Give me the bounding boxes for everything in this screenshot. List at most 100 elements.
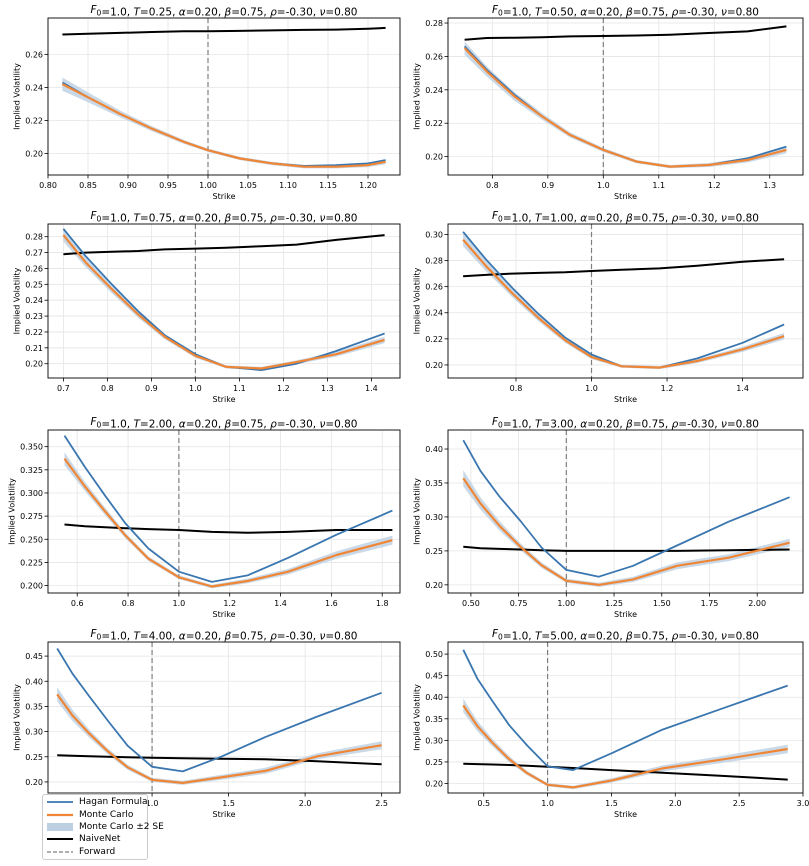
mc-band [463,470,790,587]
x-tick-label: 1.0 [541,799,554,808]
legend: Hagan Formula Monte Carlo Monte Carlo ±2… [42,794,164,860]
chart-title: F0=1.0, T=5.00, α=0.20, β=0.75, ρ=-0.30,… [492,628,759,643]
y-tick-label: 0.20 [425,581,443,590]
y-tick-label: 0.275 [20,512,43,521]
legend-swatch-forward [47,846,73,858]
axes-frame [447,223,804,379]
y-tick-label: 0.35 [25,702,43,711]
x-axis-label: Strike [213,395,236,404]
chart-panel: 0.7 0.8 0.9 1.0 1.1 1.2 1.3 1.4 0.20 0.21 0.22 0.23… [13,210,401,404]
mc-band [464,41,787,169]
mc-band [463,233,785,370]
x-tick-label: 1.2 [661,384,674,393]
y-axis-label: Implied Volatility [8,478,17,545]
x-tick-label: 1.5 [605,799,618,808]
x-tick-label: 0.90 [119,181,137,190]
chart-title: F0=1.0, T=1.00, α=0.20, β=0.75, ρ=-0.30,… [492,210,759,225]
chart-panel: 1.0 1.5 2.0 2.5 0.20 0.25 0.30 0.35 0.40 0.45 Stri… [13,628,401,819]
y-tick-label: 0.28 [25,233,43,242]
series-line-naivenet [463,545,790,552]
series-line-naivenet [64,523,393,534]
x-tick-label: 1.00 [557,599,575,608]
series-line-naivenet [63,234,385,256]
chart-panel: 0.80 0.85 0.90 0.95 1.00 1.05 1.10 1.15 1.20 0.20… [13,4,401,201]
y-tick-label: 0.250 [20,535,43,544]
y-tick-label: 0.26 [25,264,43,273]
x-tick-label: 2.5 [733,799,746,808]
y-axis-label: Implied Volatility [413,684,422,751]
y-tick-label: 0.21 [25,344,43,353]
y-tick-label: 0.40 [425,693,443,702]
x-tick-label: 1.6 [325,599,338,608]
plot-area [462,642,788,793]
x-tick-label: 1.2 [223,599,236,608]
y-tick-label: 0.20 [25,778,43,787]
series-line-monte-carlo [61,83,386,168]
series-line-naivenet [464,25,787,41]
axes-frame [47,429,401,594]
series-line-monte-carlo [62,234,385,370]
y-tick-label: 0.26 [425,283,443,292]
x-tick-label: 0.9 [145,384,158,393]
y-tick-label: 0.23 [25,312,43,321]
y-tick-label: 0.26 [425,52,443,61]
legend-label-forward: Forward [79,846,116,857]
y-tick-label: 0.30 [425,736,443,745]
legend-swatch-monte-carlo [47,809,73,821]
series-line-hagan-formula [462,649,788,771]
x-tick-label: 0.7 [57,384,70,393]
x-tick-label: 1.75 [701,599,719,608]
series-line-hagan-formula [462,231,785,369]
series-line-monte-carlo [462,477,790,587]
series-line-hagan-formula [462,439,790,578]
y-tick-label: 0.30 [425,513,443,522]
series-line-monte-carlo [463,47,787,168]
y-tick-label: 0.24 [25,296,43,305]
x-tick-label: 0.9 [541,181,554,190]
plot-area [462,224,785,378]
y-tick-label: 0.45 [25,652,43,661]
chart-panel: 0.5 1.0 1.5 2.0 2.5 3.0 0.20 0.25 0.30 0.35 0.40 0.… [413,628,809,819]
legend-label-hagan: Hagan Formula [79,797,148,808]
x-tick-label: 1.05 [239,181,257,190]
y-axis-label: Implied Volatility [13,63,22,130]
legend-item-naivenet: NaiveNet [43,833,147,845]
y-tick-label: 0.30 [25,728,43,737]
legend-item-hagan: Hagan Formula [43,796,147,808]
x-tick-label: 1.10 [279,181,297,190]
series-line-hagan-formula [62,228,385,372]
axes-frame [447,641,804,794]
y-tick-label: 0.22 [425,119,443,128]
y-tick-label: 0.30 [425,230,443,239]
legend-swatch-band [47,821,73,833]
series-line-hagan-formula [63,435,393,583]
series-line-monte-carlo [462,704,788,789]
y-tick-label: 0.40 [425,445,443,454]
x-tick-label: 1.0 [585,384,598,393]
mc-band [57,687,382,785]
x-tick-label: 1.15 [319,181,337,190]
y-tick-label: 0.24 [425,86,443,95]
axes-frame [47,17,401,176]
x-tick-label: 1.2 [708,181,721,190]
x-tick-label: 0.8 [510,384,523,393]
axes-frame [447,429,804,594]
chart-title: F0=1.0, T=4.00, α=0.20, β=0.75, ρ=-0.30,… [90,628,357,643]
y-tick-label: 0.20 [425,153,443,162]
chart-title: F0=1.0, T=3.00, α=0.20, β=0.75, ρ=-0.30,… [492,416,759,431]
chart-panel: 0.8 1.0 1.2 1.4 0.20 0.22 0.24 0.26 0.28 0.30 Stri… [413,210,804,404]
y-tick-label: 0.20 [25,150,43,159]
axes-frame [447,17,804,176]
series-line-naivenet [62,26,386,36]
mc-band [63,228,385,371]
chart-panel: 0.8 0.9 1.0 1.1 1.2 1.3 0.20 0.22 0.24 0.26 0.28 St… [413,4,804,201]
x-tick-label: 2.00 [748,599,766,608]
legend-label-band: Monte Carlo ±2 SE [79,821,164,832]
y-tick-label: 0.24 [425,309,443,318]
y-tick-label: 0.50 [425,650,443,659]
y-tick-label: 0.45 [425,672,443,681]
x-tick-label: 1.0 [146,799,159,808]
y-tick-label: 0.40 [25,677,43,686]
series-line-hagan-formula [56,648,382,773]
